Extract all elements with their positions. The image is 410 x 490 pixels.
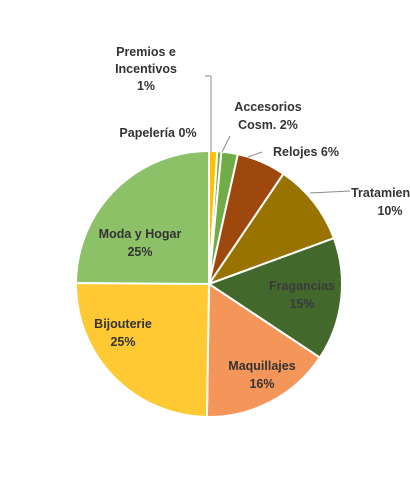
leader-premios-line bbox=[205, 75, 212, 152]
slice-label-maquillajes: Maquillajes 16% bbox=[228, 359, 295, 391]
pie-slice-moda-y-hogar bbox=[74, 149, 210, 286]
slice-label-fragancias: Fragancias 15% bbox=[269, 279, 335, 311]
slice-label-bijouterie: Bijouterie 25% bbox=[94, 317, 152, 349]
slice-label-premios-e: Premios e Incentivos 1% bbox=[115, 45, 177, 93]
slice-label-relojes-6: Relojes 6% bbox=[273, 145, 339, 159]
slice-label-tratamientos: Tratamientos10% bbox=[351, 186, 410, 218]
leader-relojes-line bbox=[247, 151, 263, 158]
pie-slice-maquillajes bbox=[205, 282, 322, 418]
slice-label-accesorios: Accesorios Cosm. 2% bbox=[234, 100, 301, 132]
pie-slice-bijouterie bbox=[74, 281, 211, 418]
slice-label-moda-y-hogar: Moda y Hogar 25% bbox=[99, 227, 182, 259]
leader-accesorios-line bbox=[221, 135, 231, 153]
leader-tratamientos-line bbox=[309, 190, 351, 194]
slice-label-papeleria-0: Papelería 0% bbox=[119, 126, 196, 140]
pie-slice-fragancias bbox=[206, 236, 343, 359]
pie-slice-tratamientos bbox=[206, 172, 336, 287]
